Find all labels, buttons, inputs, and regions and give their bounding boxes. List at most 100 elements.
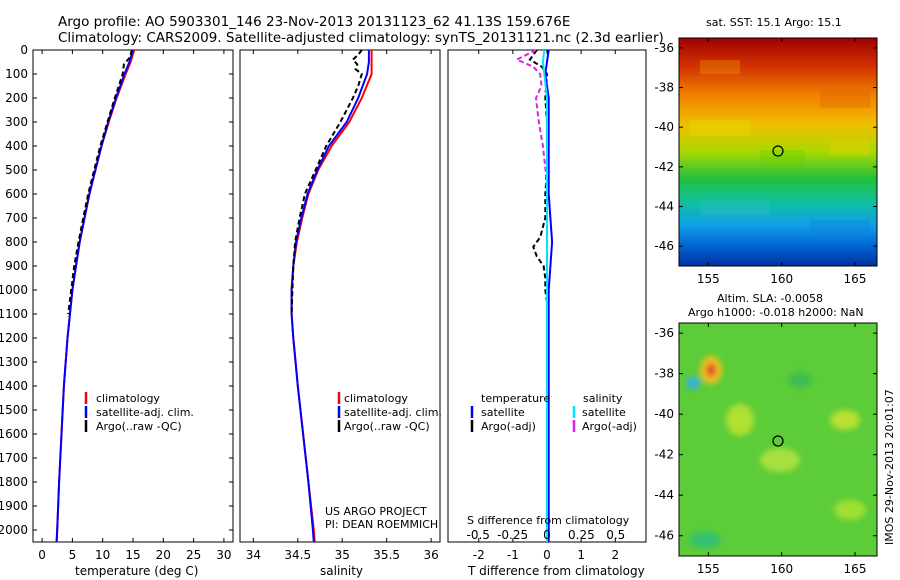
map-y-tick-label: -36 <box>654 41 674 55</box>
legend-label-climatology: climatology <box>96 392 160 405</box>
salinity-x-tick-label: 36 <box>423 548 438 562</box>
s-difference-tick-label: 0.5 <box>606 528 625 542</box>
legend-label-climatology: climatology <box>344 392 408 405</box>
temperature-xlabel: temperature (deg C) <box>75 564 198 578</box>
difference-x-tick-label: -1 <box>507 548 519 562</box>
temperature-legend: climatology satellite-adj. clim. Argo(..… <box>84 392 194 433</box>
satellite-salinity-line <box>290 50 370 543</box>
depth-tick-label: 1100 <box>0 307 28 321</box>
temperature-axes <box>32 49 234 543</box>
map-x-tick-label: 160 <box>770 272 793 286</box>
sla-map: Altim. SLA: -0.0058 Argo h1000: -0.018 h… <box>654 292 878 576</box>
depth-tick-label: 1800 <box>0 475 28 489</box>
s-difference-tick-label: -0.25 <box>497 528 528 542</box>
map-y-tick-label: -38 <box>654 367 674 381</box>
depth-tick-label: 1600 <box>0 427 28 441</box>
map-y-tick-label: -36 <box>654 326 674 340</box>
salinity-x-tick-label: 35.5 <box>373 548 400 562</box>
s-difference-tick-labels: -0.5 -0.25 0 0.25 0.5 <box>467 528 626 542</box>
argo-temperature-line <box>67 49 133 315</box>
salinity-x-ticks: 34 34.5 35 35.5 36 <box>246 50 439 562</box>
map-y-tick-label: -42 <box>654 160 674 174</box>
depth-tick-label: 300 <box>5 115 28 129</box>
t-difference-label: T difference from climatology <box>467 564 645 578</box>
s-difference-tick-label: -0.5 <box>467 528 490 542</box>
difference-x-tick-label: -2 <box>473 548 485 562</box>
s-difference-tick-label: 0 <box>543 528 551 542</box>
legend-label-s-satellite: satellite <box>582 406 626 419</box>
sla-map-x-ticks: 155 160 165 <box>697 323 867 576</box>
sst-map-x-ticks: 155 160 165 <box>697 38 867 286</box>
sst-map-image <box>678 37 878 267</box>
temperature-x-tick-label: 15 <box>125 548 140 562</box>
sst-map-texture <box>690 60 870 234</box>
s-difference-tick-label: 0.25 <box>568 528 595 542</box>
temperature-x-ticks: 0 5 10 15 20 25 30 <box>38 50 232 562</box>
sst-map: sat. SST: 15.1 Argo: 15.1 -36 -38 -40 -42 -4… <box>654 16 878 286</box>
difference-x-tick-label: 1 <box>577 548 585 562</box>
argo-location-marker <box>772 145 784 157</box>
depth-tick-label: 1900 <box>0 499 28 513</box>
argo-location-marker <box>772 435 784 447</box>
t-satellite-difference-line <box>544 49 554 542</box>
s-difference-label: S difference from climatology <box>467 514 630 527</box>
map-y-tick-label: -38 <box>654 81 674 95</box>
legend-label-s-argo: Argo(-adj) <box>582 420 637 433</box>
salinity-x-tick-label: 35 <box>335 548 350 562</box>
difference-x-tick-label: 2 <box>611 548 619 562</box>
temperature-x-tick-label: 30 <box>216 548 231 562</box>
map-y-tick-label: -44 <box>654 200 674 214</box>
sst-map-y-ticks: -36 -38 -40 -42 -44 -46 <box>654 41 877 253</box>
depth-tick-label: 0 <box>20 43 28 57</box>
salinity-x-tick-label: 34 <box>246 548 261 562</box>
sla-map-y-ticks: -36 -38 -40 -42 -44 -46 <box>654 326 877 543</box>
legend-label-t-satellite: satellite <box>481 406 525 419</box>
map-x-tick-label: 160 <box>770 562 793 576</box>
depth-tick-label: 100 <box>5 67 28 81</box>
temperature-x-tick-label: 0 <box>38 548 46 562</box>
sla-map-blobs <box>686 356 866 548</box>
map-y-tick-label: -42 <box>654 448 674 462</box>
legend-label-argo: Argo(..raw -QC) <box>344 420 430 433</box>
legend-label-satellite: satellite-adj. clim. <box>96 406 194 419</box>
depth-tick-label: 200 <box>5 91 28 105</box>
sla-map-title2: Argo h1000: -0.018 h2000: NaN <box>688 306 864 319</box>
temperature-x-tick-label: 10 <box>95 548 110 562</box>
satellite-temperature-line <box>55 49 134 543</box>
difference-x-tick-label: 0 <box>543 548 551 562</box>
map-x-tick-label: 155 <box>697 272 720 286</box>
map-y-tick-label: -46 <box>654 529 674 543</box>
salinity-axes <box>239 49 441 543</box>
depth-tick-label: 900 <box>5 259 28 273</box>
imos-timestamp: IMOS 29-Nov-2013 20:01:07 <box>883 389 896 545</box>
depth-tick-label: 700 <box>5 211 28 225</box>
project-note: US ARGO PROJECT <box>325 505 427 518</box>
depth-tick-label: 2000 <box>0 523 28 537</box>
legend-label-satellite: satellite-adj. clim. <box>344 406 442 419</box>
salinity-series <box>290 49 373 543</box>
map-x-tick-label: 155 <box>697 562 720 576</box>
temperature-x-tick-label: 5 <box>69 548 77 562</box>
salinity-legend: climatology satellite-adj. clim. Argo(..… <box>337 392 442 433</box>
legend-header-temperature: temperature <box>481 392 550 405</box>
depth-tick-label: 1000 <box>0 283 28 297</box>
difference-series <box>514 49 554 542</box>
temperature-series <box>55 49 136 543</box>
pi-note: PI: DEAN ROEMMICH <box>325 518 438 531</box>
salinity-panel: 34 34.5 35 35.5 36 salinity climatology sate… <box>239 49 442 578</box>
temperature-x-tick-label: 25 <box>186 548 201 562</box>
s-satellite-difference-line <box>541 49 548 542</box>
difference-panel: -2 -1 0 1 2 S difference from climatology -0… <box>447 49 647 578</box>
sla-map-title1: Altim. SLA: -0.0058 <box>717 292 823 305</box>
depth-tick-label: 1400 <box>0 379 28 393</box>
argo-salinity-line <box>290 49 363 315</box>
depth-tick-label: 1300 <box>0 355 28 369</box>
depth-tick-label: 1200 <box>0 331 28 345</box>
temperature-panel: 0100200300400500600700800900100011001200… <box>0 43 646 578</box>
depth-tick-label: 800 <box>5 235 28 249</box>
map-x-tick-label: 165 <box>844 272 867 286</box>
legend-label-argo: Argo(..raw -QC) <box>96 420 182 433</box>
map-x-tick-label: 165 <box>844 562 867 576</box>
temperature-x-tick-label: 20 <box>156 548 171 562</box>
legend-label-t-argo: Argo(-adj) <box>481 420 536 433</box>
